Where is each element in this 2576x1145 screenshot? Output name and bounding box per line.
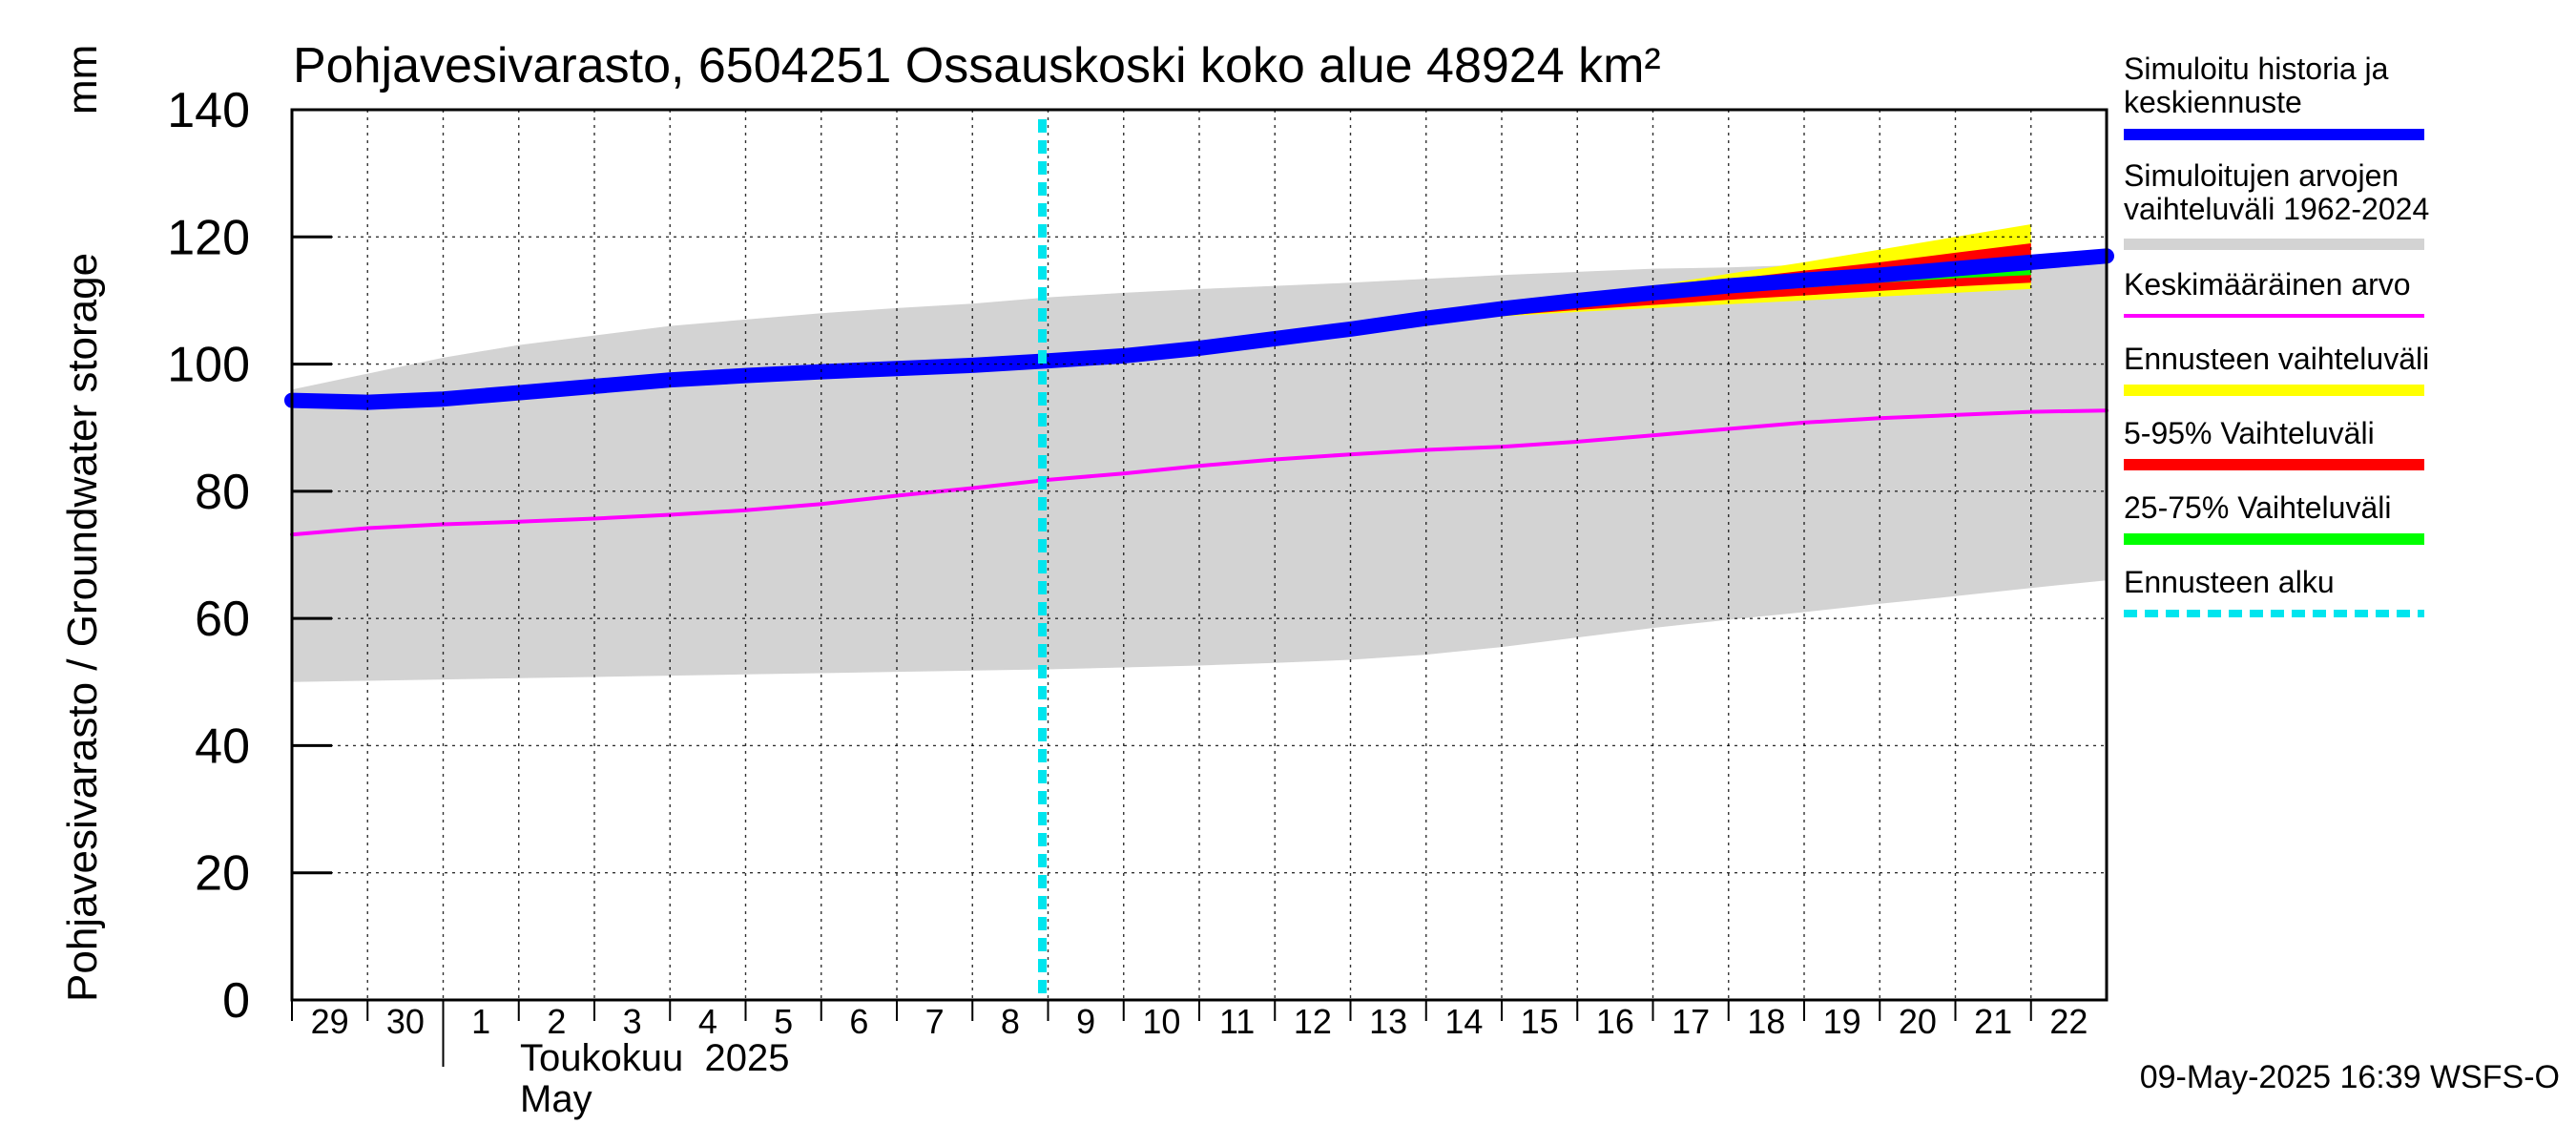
legend-label-simuloitujen-arvojen-vaihteluv-li-1962-2024: Simuloitujen arvojen vaihteluväli 1962-20…: [2124, 158, 2429, 226]
legend: Simuloitu historia ja keskiennuste Simuloi…: [2124, 52, 2429, 617]
plot-area: [284, 109, 2114, 1000]
x-tick-label: 9: [1076, 1002, 1095, 1041]
x-tick-label: 2: [547, 1002, 566, 1041]
x-tick-label: 16: [1596, 1002, 1634, 1041]
line-keskim-r-inen-arvo: [290, 408, 2109, 537]
legend-label-keskim-r-inen-arvo: Keskimääräinen arvo: [2124, 267, 2411, 302]
y-axis-label: Pohjavesivarasto / Groundwater storage: [59, 253, 106, 1002]
x-tick-label: 11: [1219, 1002, 1255, 1041]
y-tick-label: 100: [167, 338, 250, 393]
x-tick-label: 8: [1001, 1002, 1020, 1041]
legend-label-25-75-vaihteluv-li: 25-75% Vaihteluväli: [2124, 490, 2391, 525]
x-tick-label: 7: [925, 1002, 945, 1041]
x-tick-label: 10: [1142, 1002, 1180, 1041]
footer-timestamp: 09-May-2025 16:39 WSFS-O: [2140, 1059, 2560, 1095]
x-tick-label: 17: [1672, 1002, 1710, 1041]
x-tick-label: 22: [2049, 1002, 2088, 1041]
x-tick-label: 15: [1521, 1002, 1559, 1041]
x-tick-label: 18: [1747, 1002, 1785, 1041]
y-tick-label: 20: [195, 846, 250, 902]
y-tick-label: 0: [222, 973, 250, 1029]
y-tick-label: 60: [195, 592, 250, 647]
y-tick-label: 120: [167, 210, 250, 265]
legend-label-ennusteen-alku: Ennusteen alku: [2124, 565, 2335, 599]
legend-label-5-95-vaihteluv-li: 5-95% Vaihteluväli: [2124, 416, 2375, 450]
x-tick-label: 4: [698, 1002, 717, 1041]
x-tick-label: 13: [1369, 1002, 1407, 1041]
x-tick-label: 14: [1444, 1002, 1483, 1041]
x-tick-label: 20: [1899, 1002, 1937, 1041]
x-tick-label: 5: [774, 1002, 793, 1041]
chart-title: Pohjavesivarasto, 6504251 Ossauskoski ko…: [293, 38, 1661, 94]
y-tick-label: 40: [195, 718, 250, 774]
x-tick-label: 6: [849, 1002, 868, 1041]
y-axis-unit: mm: [59, 45, 106, 114]
x-tick-label: 1: [471, 1002, 490, 1041]
legend-label-ennusteen-vaihteluv-li: Ennusteen vaihteluväli: [2124, 342, 2429, 376]
x-tick-label: 12: [1294, 1002, 1332, 1041]
x-tick-label: 29: [311, 1002, 349, 1041]
x-axis-month-en: May: [520, 1078, 592, 1120]
x-tick-label: 21: [1974, 1002, 2012, 1041]
x-axis-month-fi: Toukokuu 2025: [520, 1037, 789, 1079]
y-tick-label: 140: [167, 83, 250, 138]
x-tick-label: 30: [386, 1002, 425, 1041]
legend-label-simuloitu-historia-ja-keskiennuste: Simuloitu historia ja keskiennuste: [2124, 52, 2389, 119]
x-tick-label: 3: [623, 1002, 642, 1041]
x-tick-label: 19: [1823, 1002, 1861, 1041]
y-tick-label: 80: [195, 465, 250, 520]
